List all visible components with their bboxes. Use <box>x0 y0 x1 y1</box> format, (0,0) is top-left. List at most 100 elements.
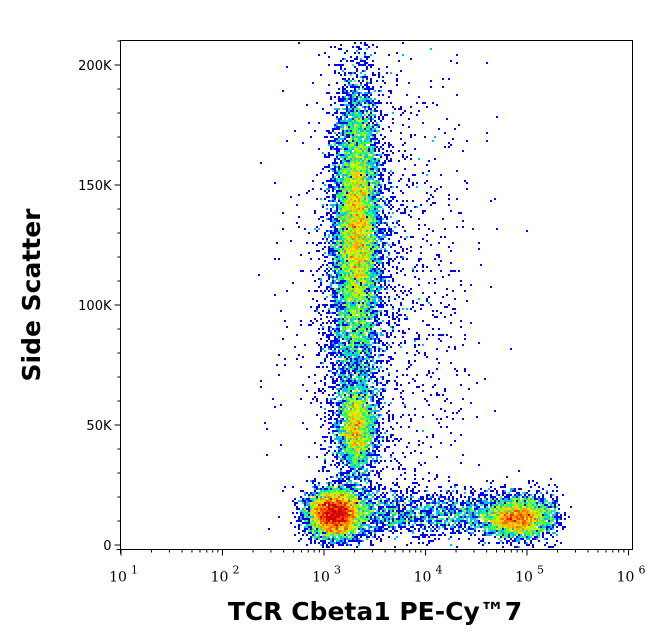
density-cell <box>344 240 346 242</box>
density-cell <box>362 426 364 428</box>
density-cell <box>354 434 356 436</box>
density-cell <box>342 490 344 492</box>
density-cell <box>364 384 366 386</box>
density-cell <box>354 316 356 318</box>
density-cell <box>388 356 390 358</box>
density-cell <box>368 252 370 254</box>
density-cell <box>328 188 330 190</box>
density-cell <box>314 130 316 132</box>
density-cell <box>352 430 354 432</box>
density-cell <box>350 180 352 182</box>
density-cell <box>360 440 362 442</box>
density-cell <box>376 302 378 304</box>
density-cell <box>344 200 346 202</box>
density-cell <box>368 250 370 252</box>
density-cell <box>368 236 370 238</box>
density-cell <box>352 320 354 322</box>
density-cell <box>370 146 372 148</box>
density-cell <box>346 130 348 132</box>
density-cell <box>370 406 372 408</box>
density-cell <box>320 500 322 502</box>
density-cell <box>346 182 348 184</box>
density-cell <box>324 198 326 200</box>
density-cell <box>400 392 402 394</box>
density-cell <box>382 116 384 118</box>
density-cell <box>332 508 334 510</box>
density-cell <box>344 320 346 322</box>
density-cell <box>352 520 354 522</box>
density-cell <box>328 320 330 322</box>
density-cell <box>366 298 368 300</box>
density-cell <box>348 192 350 194</box>
density-cell <box>340 532 342 534</box>
density-cell <box>364 316 366 318</box>
density-cell <box>364 414 366 416</box>
density-cell <box>372 396 374 398</box>
density-cell <box>380 280 382 282</box>
density-cell <box>348 356 350 358</box>
density-cell <box>332 476 334 478</box>
density-cell <box>368 288 370 290</box>
density-cell <box>342 218 344 220</box>
density-cell <box>368 46 370 48</box>
density-cell <box>320 74 322 76</box>
density-cell <box>342 134 344 136</box>
density-cell <box>376 482 378 484</box>
density-cell <box>336 520 338 522</box>
density-cell <box>376 110 378 112</box>
density-cell <box>316 494 318 496</box>
density-cell <box>378 250 380 252</box>
density-cell <box>338 168 340 170</box>
density-cell <box>338 92 340 94</box>
density-cell <box>374 222 376 224</box>
density-cell <box>362 328 364 330</box>
density-cell <box>334 382 336 384</box>
density-cell <box>368 178 370 180</box>
density-cell <box>336 454 338 456</box>
density-cell <box>358 452 360 454</box>
density-cell <box>358 118 360 120</box>
density-cell <box>334 170 336 172</box>
density-cell <box>354 292 356 294</box>
density-cell <box>306 510 308 512</box>
density-cell <box>354 180 356 182</box>
density-cell <box>352 410 354 412</box>
density-cell <box>372 130 374 132</box>
density-cell <box>348 500 350 502</box>
density-cell <box>380 340 382 342</box>
density-cell <box>388 190 390 192</box>
density-cell <box>372 308 374 310</box>
density-cell <box>358 410 360 412</box>
density-cell <box>366 348 368 350</box>
density-cell <box>338 322 340 324</box>
density-cell <box>340 270 342 272</box>
density-cell <box>356 188 358 190</box>
density-cell <box>352 392 354 394</box>
density-cell <box>358 318 360 320</box>
density-cell <box>358 148 360 150</box>
density-cell <box>328 270 330 272</box>
density-cell <box>378 338 380 340</box>
density-cell <box>346 320 348 322</box>
density-cell <box>370 158 372 160</box>
density-cell <box>346 472 348 474</box>
density-cell <box>350 504 352 506</box>
density-cell <box>330 144 332 146</box>
density-cell <box>358 352 360 354</box>
density-cell <box>360 296 362 298</box>
density-cell <box>342 266 344 268</box>
density-cell <box>334 236 336 238</box>
density-cell <box>360 212 362 214</box>
density-cell <box>332 412 334 414</box>
density-cell <box>376 260 378 262</box>
density-cell <box>358 252 360 254</box>
density-cell <box>334 226 336 228</box>
density-cell <box>360 160 362 162</box>
density-cell <box>342 412 344 414</box>
density-cell <box>358 48 360 50</box>
density-cell <box>332 380 334 382</box>
density-cell <box>364 520 366 522</box>
density-cell <box>354 472 356 474</box>
density-cell <box>366 300 368 302</box>
density-cell <box>332 296 334 298</box>
